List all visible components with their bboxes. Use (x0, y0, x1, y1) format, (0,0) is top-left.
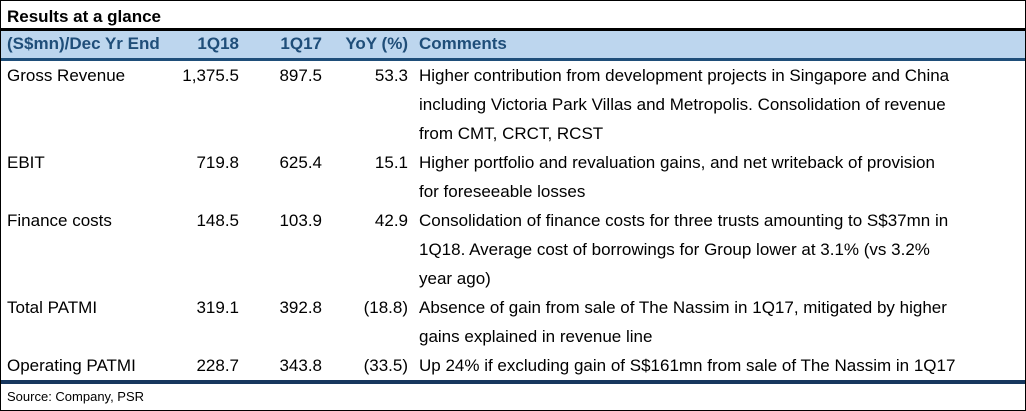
value-1q17: 343.8 (279, 356, 322, 375)
table-header-row: (S$mn)/Dec Yr End 1Q18 1Q17 YoY (%) Comm… (1, 31, 1025, 61)
col-header-1q17: 1Q17 (280, 34, 322, 53)
table-body: Gross Revenue 1,375.5 897.5 53.3 Higher … (1, 61, 1025, 380)
metric-label: Operating PATMI (7, 356, 136, 375)
value-1q18: 228.7 (196, 356, 239, 375)
comment-text: Absence of gain from sale of The Nassim … (419, 298, 947, 346)
value-1q18: 148.5 (196, 211, 239, 230)
table-title: Results at a glance (1, 1, 1025, 31)
table-row: Operating PATMI 228.7 343.8 (33.5) Up 24… (1, 351, 1025, 380)
table-row: Finance costs 148.5 103.9 42.9 Consolida… (1, 206, 1025, 293)
value-1q18: 719.8 (196, 153, 239, 172)
value-yoy: 42.9 (374, 211, 408, 230)
metric-label: Total PATMI (7, 298, 98, 317)
source-note: Source: Company, PSR (1, 380, 1025, 410)
table-row: Gross Revenue 1,375.5 897.5 53.3 Higher … (1, 61, 1025, 148)
value-yoy: (18.8) (363, 298, 408, 317)
col-header-comments: Comments (419, 34, 507, 53)
comment-text: Consolidation of finance costs for three… (419, 211, 949, 288)
value-1q17: 392.8 (279, 298, 322, 317)
value-yoy: 15.1 (374, 153, 408, 172)
metric-label: Finance costs (7, 211, 112, 230)
comment-text: Up 24% if excluding gain of S$161mn from… (419, 356, 956, 375)
value-1q18: 1,375.5 (182, 66, 239, 85)
value-1q17: 103.9 (279, 211, 322, 230)
table-row: Total PATMI 319.1 392.8 (18.8) Absence o… (1, 293, 1025, 351)
value-yoy: 53.3 (374, 66, 408, 85)
value-1q17: 625.4 (279, 153, 322, 172)
value-1q18: 319.1 (196, 298, 239, 317)
col-header-yoy: YoY (%) (345, 34, 408, 53)
comment-text: Higher contribution from development pro… (419, 66, 950, 143)
col-header-1q18: 1Q18 (197, 34, 239, 53)
metric-label: Gross Revenue (7, 66, 126, 85)
value-1q17: 897.5 (279, 66, 322, 85)
table-row: EBIT 719.8 625.4 15.1 Higher portfolio a… (1, 148, 1025, 206)
col-header-metric: (S$mn)/Dec Yr End (7, 34, 160, 53)
value-yoy: (33.5) (363, 356, 408, 375)
comment-text: Higher portfolio and revaluation gains, … (419, 153, 935, 201)
metric-label: EBIT (7, 153, 45, 172)
